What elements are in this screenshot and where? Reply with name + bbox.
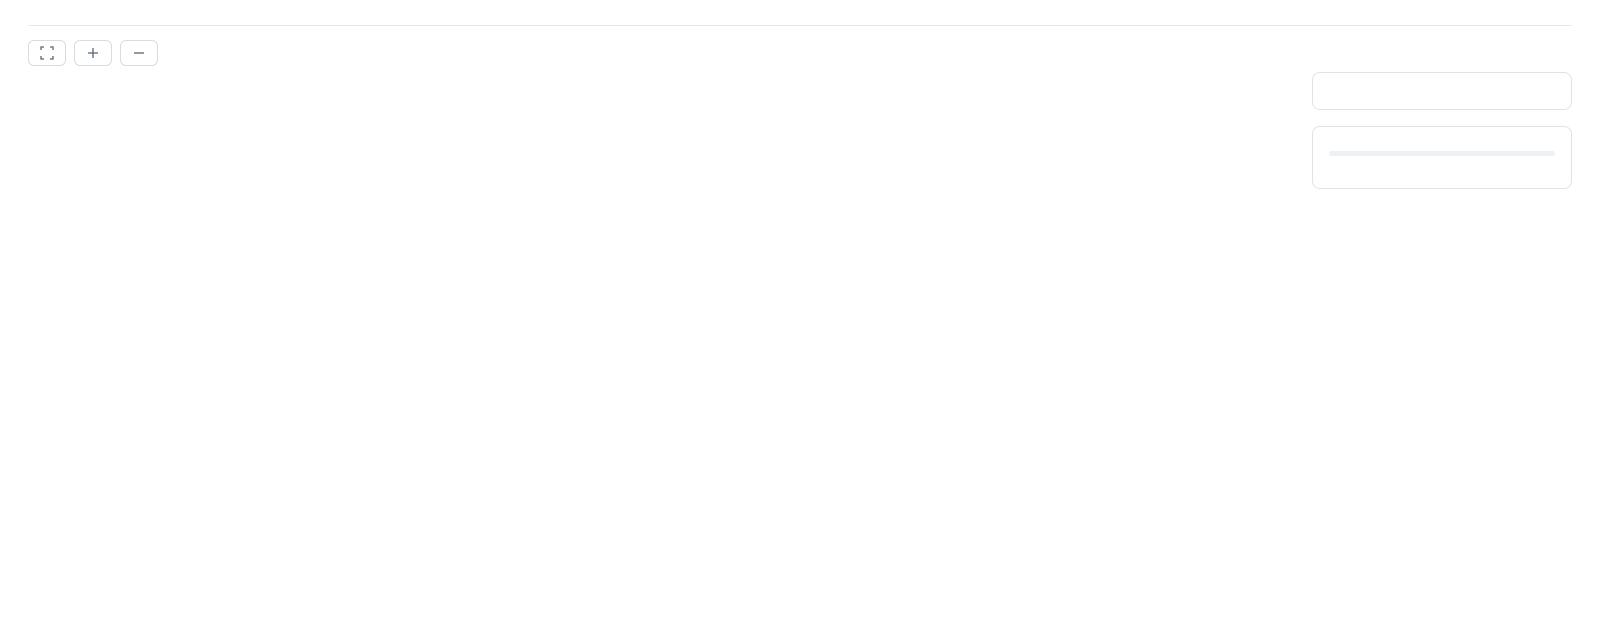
overview-total-row — [1329, 166, 1555, 176]
minus-icon — [133, 47, 145, 59]
fit-to-screen-button[interactable] — [28, 40, 66, 66]
fullscreen-icon — [40, 46, 54, 60]
query-plan-graph[interactable] — [28, 72, 1290, 602]
zoom-in-button[interactable] — [74, 40, 112, 66]
zoom-out-button[interactable] — [120, 40, 158, 66]
overview-progress-bar — [1329, 151, 1555, 156]
plus-icon — [87, 47, 99, 59]
tabs — [28, 8, 1572, 26]
graph-toolbar — [28, 40, 1572, 66]
most-expensive-nodes-panel — [1312, 72, 1572, 110]
profile-overview-panel — [1312, 126, 1572, 189]
